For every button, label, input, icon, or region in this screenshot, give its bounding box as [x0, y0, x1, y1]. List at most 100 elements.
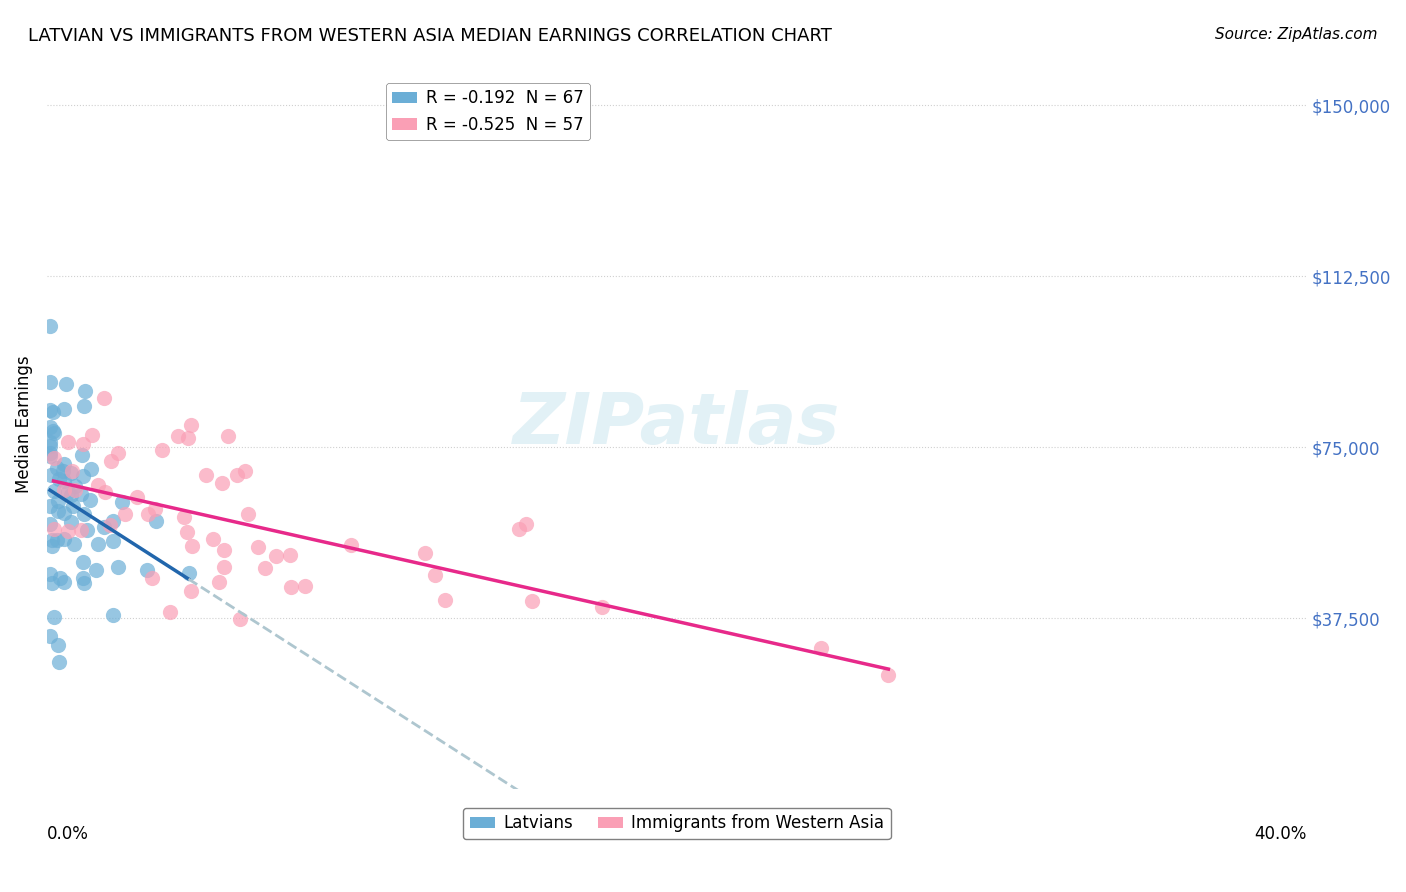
- Point: [39, 420, 62, 434]
- Point: [49, 571, 72, 585]
- Point: [87, 478, 110, 492]
- Point: [79, 493, 101, 508]
- Point: [62, 464, 84, 478]
- Point: [39, 435, 62, 450]
- Point: [42, 483, 65, 498]
- Point: [135, 563, 157, 577]
- Point: [212, 542, 235, 557]
- Point: [39, 517, 62, 532]
- Point: [52, 474, 75, 488]
- Point: [42, 424, 65, 438]
- Point: [180, 417, 202, 432]
- Point: [46, 461, 69, 475]
- Text: Source: ZipAtlas.com: Source: ZipAtlas.com: [1215, 27, 1378, 42]
- Point: [45, 533, 67, 547]
- Point: [136, 507, 159, 521]
- Point: [208, 575, 231, 590]
- Point: [63, 479, 86, 493]
- Point: [72, 468, 94, 483]
- Point: [58, 435, 80, 450]
- Point: [141, 571, 163, 585]
- Point: [229, 612, 252, 626]
- Point: [100, 454, 122, 468]
- Point: [202, 533, 225, 547]
- Text: 40.0%: 40.0%: [1254, 825, 1306, 844]
- Point: [294, 579, 316, 593]
- Point: [278, 548, 301, 562]
- Point: [176, 431, 198, 445]
- Point: [62, 499, 84, 513]
- Point: [39, 629, 62, 643]
- Point: [52, 464, 75, 478]
- Point: [39, 446, 62, 460]
- Point: [39, 449, 62, 463]
- Point: [52, 574, 75, 589]
- Point: [93, 485, 115, 500]
- Point: [39, 499, 62, 513]
- Point: [176, 525, 198, 540]
- Point: [145, 514, 167, 528]
- Point: [70, 487, 93, 501]
- Point: [60, 488, 83, 502]
- Point: [56, 524, 79, 538]
- Point: [125, 490, 148, 504]
- Point: [62, 537, 84, 551]
- Point: [101, 608, 124, 623]
- Point: [53, 401, 76, 416]
- Point: [58, 485, 80, 500]
- Point: [173, 510, 195, 524]
- Point: [53, 533, 76, 547]
- Point: [433, 593, 456, 607]
- Point: [48, 655, 70, 669]
- Point: [48, 472, 70, 486]
- Point: [39, 403, 62, 417]
- Point: [80, 427, 103, 442]
- Point: [70, 448, 93, 462]
- Point: [413, 546, 436, 560]
- Point: [93, 520, 115, 534]
- Point: [180, 539, 202, 553]
- Point: [73, 384, 96, 398]
- Point: [44, 426, 66, 441]
- Point: [39, 566, 62, 581]
- Point: [60, 466, 83, 480]
- Point: [39, 439, 62, 453]
- Point: [264, 549, 287, 563]
- Point: [340, 538, 363, 552]
- Point: [180, 584, 202, 599]
- Point: [159, 605, 181, 619]
- Point: [233, 464, 256, 478]
- Point: [39, 375, 62, 389]
- Point: [73, 399, 96, 413]
- Point: [107, 559, 129, 574]
- Point: [46, 503, 69, 517]
- Point: [46, 494, 69, 508]
- Point: [55, 376, 77, 391]
- Point: [98, 517, 121, 532]
- Legend: Latvians, Immigrants from Western Asia: Latvians, Immigrants from Western Asia: [463, 807, 891, 839]
- Point: [52, 483, 75, 497]
- Point: [73, 576, 96, 591]
- Point: [42, 610, 65, 624]
- Point: [218, 429, 240, 443]
- Point: [52, 457, 75, 471]
- Point: [101, 514, 124, 528]
- Point: [236, 507, 259, 521]
- Point: [211, 475, 233, 490]
- Point: [42, 405, 65, 419]
- Point: [177, 566, 200, 580]
- Point: [254, 561, 277, 575]
- Y-axis label: Median Earnings: Median Earnings: [15, 356, 32, 493]
- Point: [145, 502, 167, 516]
- Point: [93, 391, 115, 405]
- Point: [59, 515, 82, 529]
- Point: [591, 599, 613, 614]
- Point: [86, 537, 108, 551]
- Point: [103, 534, 125, 549]
- Point: [877, 668, 900, 682]
- Text: 0.0%: 0.0%: [46, 825, 89, 844]
- Point: [212, 560, 235, 574]
- Point: [84, 563, 107, 577]
- Text: LATVIAN VS IMMIGRANTS FROM WESTERN ASIA MEDIAN EARNINGS CORRELATION CHART: LATVIAN VS IMMIGRANTS FROM WESTERN ASIA …: [28, 27, 832, 45]
- Point: [423, 567, 446, 582]
